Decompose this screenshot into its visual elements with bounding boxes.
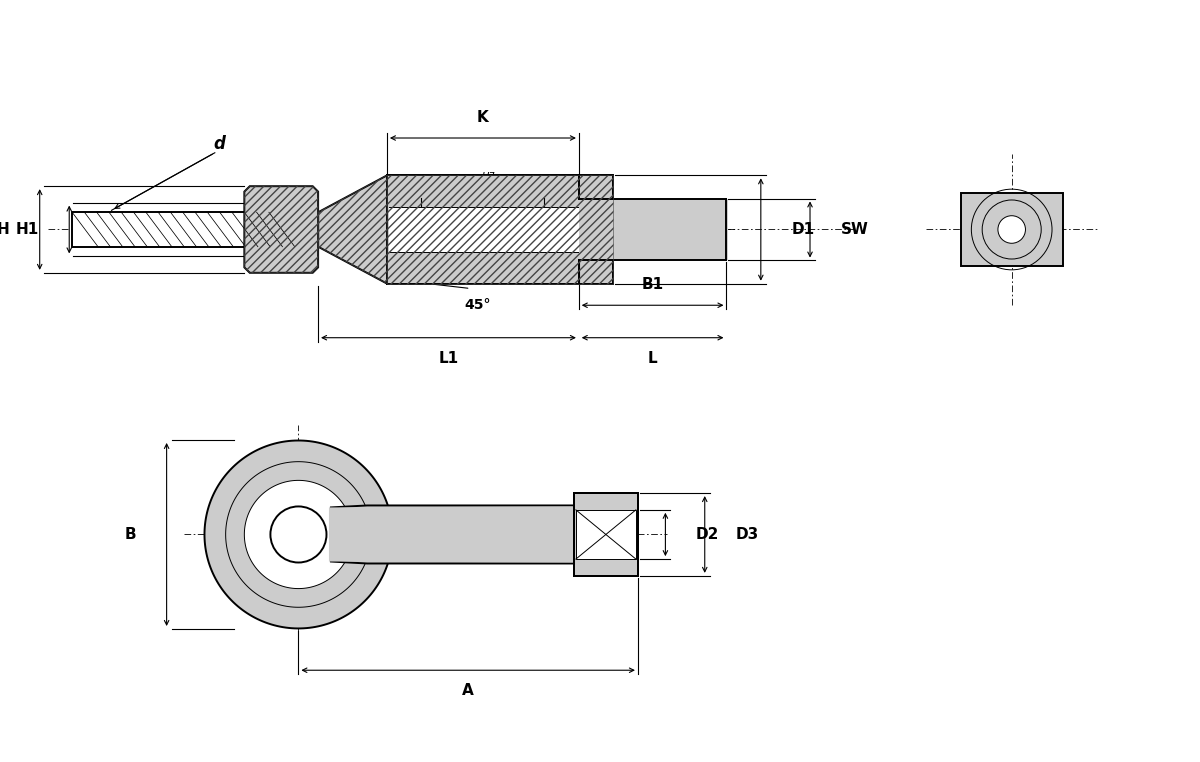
- Polygon shape: [386, 175, 613, 283]
- Circle shape: [998, 216, 1026, 243]
- Polygon shape: [72, 213, 269, 247]
- Polygon shape: [574, 493, 638, 576]
- Text: D3: D3: [736, 527, 758, 542]
- Text: d: d: [214, 135, 226, 152]
- Text: 45°: 45°: [464, 298, 491, 312]
- Polygon shape: [331, 505, 574, 563]
- Circle shape: [270, 507, 326, 562]
- Text: B: B: [125, 527, 136, 542]
- Text: H1: H1: [16, 222, 38, 237]
- Polygon shape: [578, 199, 728, 261]
- Text: D2: D2: [696, 527, 719, 542]
- Polygon shape: [245, 186, 318, 273]
- Text: SW: SW: [840, 222, 869, 237]
- Text: L1: L1: [438, 351, 458, 366]
- Polygon shape: [245, 480, 353, 588]
- Polygon shape: [204, 440, 392, 629]
- Text: L: L: [648, 351, 658, 366]
- Text: B1: B1: [642, 277, 664, 293]
- Text: D1: D1: [791, 222, 815, 237]
- Text: $D^{H7}$: $D^{H7}$: [469, 170, 496, 189]
- Text: H: H: [0, 222, 10, 237]
- Text: A: A: [462, 683, 474, 698]
- Polygon shape: [389, 207, 611, 251]
- Polygon shape: [318, 175, 386, 283]
- Polygon shape: [329, 507, 576, 562]
- Text: K: K: [478, 110, 488, 125]
- Polygon shape: [576, 510, 636, 559]
- Polygon shape: [960, 193, 1063, 267]
